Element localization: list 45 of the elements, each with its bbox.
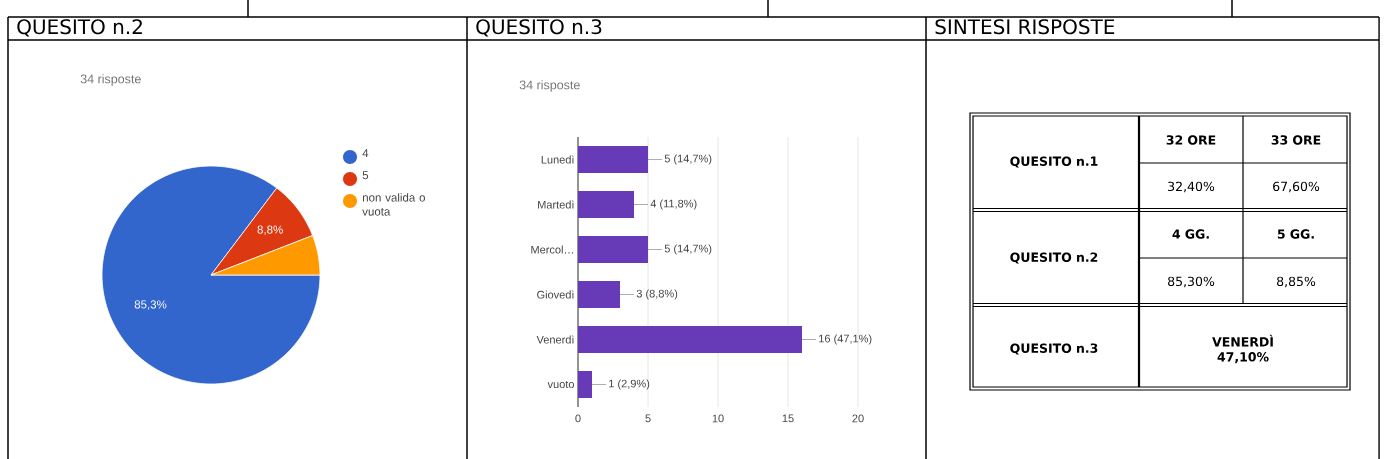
y-tick-label: Giovedì [537, 290, 574, 299]
text: QUESITO n.1 [1010, 156, 1098, 168]
text: VENERDÌ 47,10% [1212, 334, 1273, 364]
y-tick-label: Martedì [538, 200, 574, 209]
text: 32 ORE [1166, 135, 1216, 145]
x-tick-label: 10 [712, 414, 724, 423]
x-tick-label: 20 [852, 414, 864, 423]
x-tick-label: 15 [782, 414, 794, 423]
chart-title: QUESITO n.2 [17, 19, 142, 37]
data-label: 3 (8,8%) [636, 289, 678, 300]
text: SINTESI RISPOSTE [935, 19, 1115, 35]
bar [578, 371, 593, 398]
chart-subtitle: 34 risposte [80, 74, 141, 86]
data-label: 1 (2,9%) [609, 379, 650, 390]
bar [578, 326, 803, 353]
legend-label: 4 [362, 149, 369, 158]
text: 4 GG. [1172, 229, 1209, 239]
text: 32,40% [1168, 181, 1215, 193]
text: QUESITO n.2 [1010, 252, 1098, 264]
y-tick-label: Mercol… [531, 245, 573, 254]
y-tick-label: Venerdì [536, 335, 574, 344]
text: 33 ORE [1271, 135, 1321, 145]
bar [578, 146, 649, 173]
chart-title: QUESITO n.3 [476, 19, 602, 37]
data-label: 85,3% [134, 300, 167, 310]
data-label: 5 (14,7%) [664, 244, 712, 255]
y-tick-label: Lunedì [541, 155, 574, 164]
text: 85,30% [1168, 276, 1215, 288]
data-label: 16 (47,1%) [819, 334, 872, 345]
x-tick-label: 5 [645, 414, 651, 423]
data-label: 4 (11,8%) [650, 199, 697, 210]
text: QUESITO n.3 [1010, 343, 1098, 355]
x-tick-label: 0 [575, 414, 581, 423]
bar [578, 191, 635, 218]
chart-subtitle: 34 risposte [519, 80, 580, 92]
text: 5 GG. [1277, 229, 1314, 239]
text: 8,85% [1277, 276, 1316, 288]
data-label: 5 (14,7%) [664, 154, 712, 165]
bar [578, 236, 649, 263]
legend-label: 5 [362, 171, 369, 180]
y-tick-label: vuoto [547, 380, 574, 389]
legend-label: non valida o vuota [362, 193, 425, 216]
text: 67,60% [1273, 181, 1320, 193]
data-label: 8,8% [257, 225, 283, 236]
bar [578, 281, 621, 308]
